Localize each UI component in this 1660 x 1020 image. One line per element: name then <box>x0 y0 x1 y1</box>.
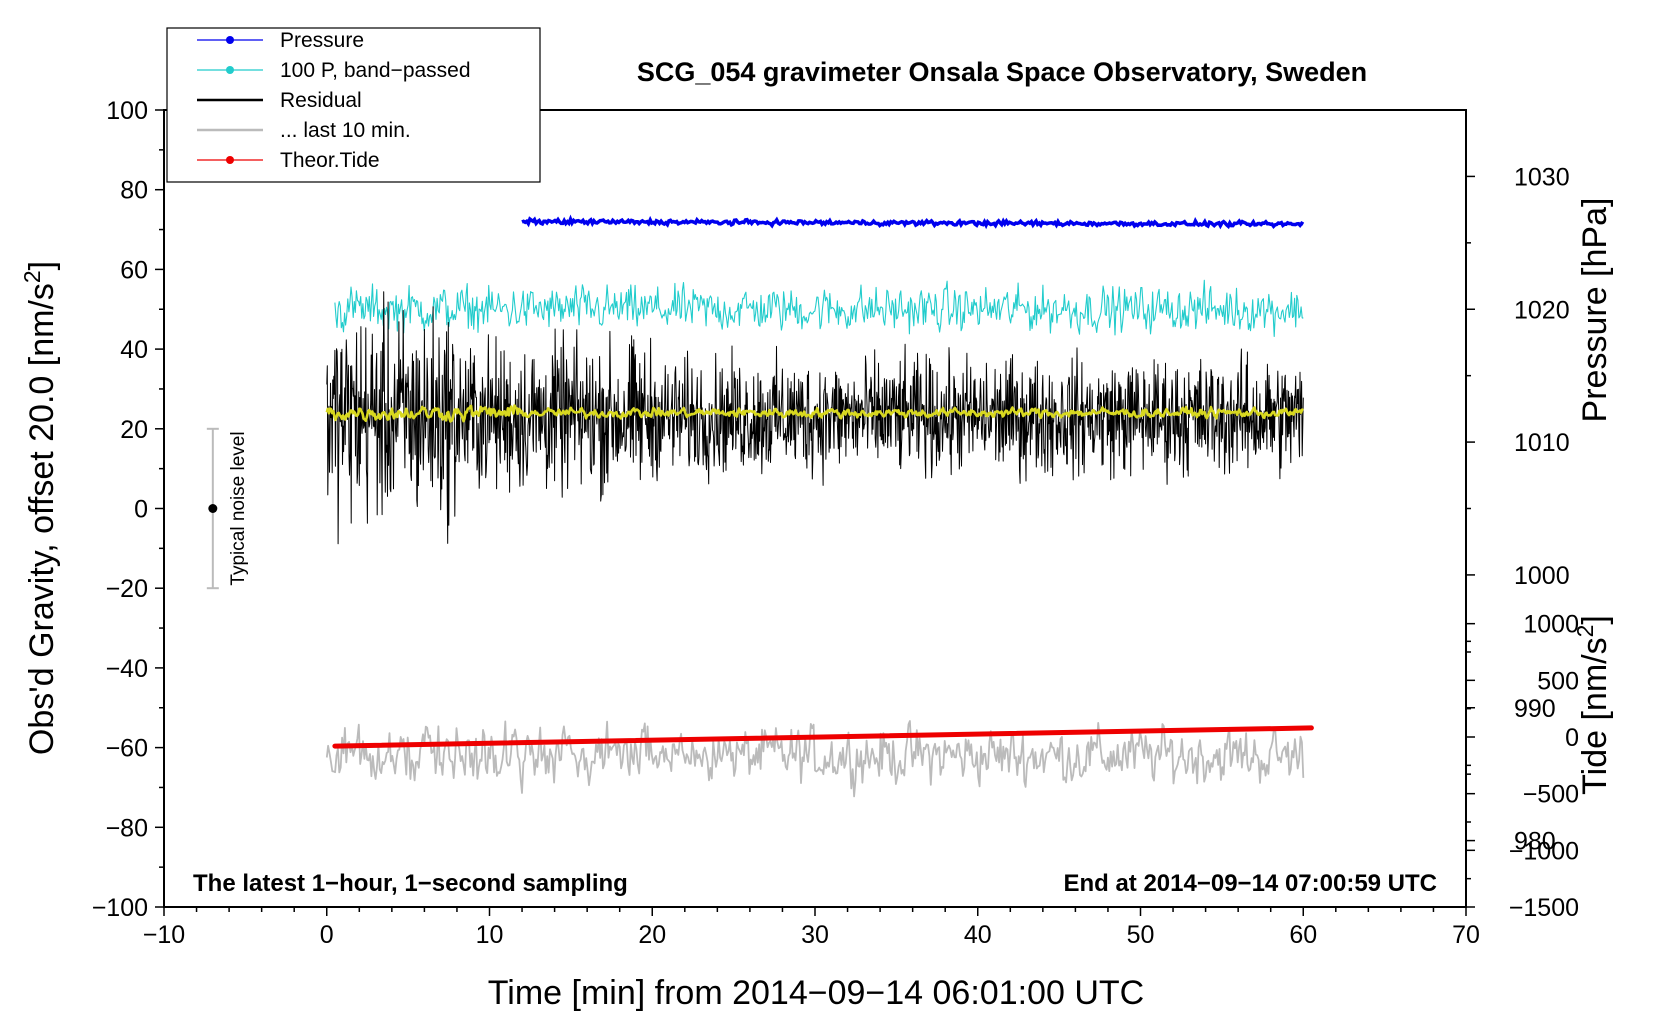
tide-tick-label: −500 <box>1523 781 1579 809</box>
tide-tick-label: −1000 <box>1509 837 1579 865</box>
axis-layer: −10 0 10 20 30 40 50 60 70−100−80−60−40−20020406… <box>92 97 1579 949</box>
noise-center-dot <box>208 504 218 513</box>
y-left-tick-label: 60 <box>120 256 148 284</box>
annotation-right: End at 2014−09−14 07:00:59 UTC <box>1063 870 1437 897</box>
y-left-tick-label: 100 <box>106 97 148 125</box>
y-axis-title-left-sup: 2 <box>19 270 45 283</box>
legend-label: ... last 10 min. <box>280 119 411 142</box>
plot-frame <box>163 109 1467 908</box>
x-tick-label: 30 <box>801 921 829 949</box>
y-axis-title-left: Obs'd Gravity, offset 20.0 [nm/s2] <box>19 261 61 755</box>
y-left-tick-label: −20 <box>106 575 148 603</box>
legend-label: 100 P, band−passed <box>280 59 471 82</box>
y-axis-title-pressure: Pressure [hPa] <box>1576 198 1614 423</box>
x-axis-title: Time [min] from 2014−09−14 06:01:00 UTC <box>488 974 1144 1012</box>
noise-level-indicator: Typical noise level <box>206 427 249 590</box>
legend-label: Pressure <box>280 29 364 52</box>
x-tick-label: 60 <box>1289 921 1317 949</box>
tide-tick-label: 1000 <box>1523 611 1579 639</box>
legend-marker <box>226 36 234 44</box>
pressure-tick-label: 1010 <box>1514 429 1570 457</box>
series--last-10-min- <box>325 720 1305 798</box>
tide-tick-label: −1500 <box>1509 894 1579 922</box>
y-left-tick-label: −80 <box>106 814 148 842</box>
noise-level-label: Typical noise level <box>228 431 249 585</box>
x-tick-label: 0 <box>320 921 334 949</box>
legend-marker <box>226 66 234 74</box>
y-left-tick-label: 0 <box>134 496 148 524</box>
y-left-tick-label: 80 <box>120 177 148 205</box>
pressure-tick-label: 980 <box>1514 828 1556 856</box>
y-axis-title-tide: Tide [nm/s2] <box>1572 615 1614 795</box>
tide-tick-label: 500 <box>1537 667 1579 695</box>
pressure-tick-label: 1020 <box>1514 296 1570 324</box>
y-left-tick-label: −60 <box>106 735 148 763</box>
legend-marker <box>226 156 234 164</box>
pressure-tick-label: 990 <box>1514 695 1556 723</box>
x-tick-label: 50 <box>1127 921 1155 949</box>
series-pressure <box>521 214 1305 230</box>
x-tick-label: 10 <box>476 921 504 949</box>
y-left-tick-label: 40 <box>120 336 148 364</box>
tide-tick-label: 0 <box>1565 724 1579 752</box>
pressure-tick-label: 1030 <box>1514 163 1570 191</box>
x-tick-label: −10 <box>143 921 185 949</box>
x-tick-label: 20 <box>638 921 666 949</box>
series-100-p-band-passed <box>334 279 1304 338</box>
series-theor-tide <box>332 725 1314 749</box>
annotation-left: The latest 1−hour, 1−second sampling <box>193 870 628 897</box>
series-residual-smoothed <box>325 404 1305 423</box>
y-left-tick-label: −40 <box>106 655 148 683</box>
y-left-tick-label: 20 <box>120 416 148 444</box>
pressure-tick-label: 1000 <box>1514 562 1570 590</box>
x-tick-label: 70 <box>1452 921 1480 949</box>
series-layer <box>325 214 1314 798</box>
x-tick-label: 40 <box>964 921 992 949</box>
y-left-tick-label: −100 <box>92 894 148 922</box>
chart-title: SCG_054 gravimeter Onsala Space Observat… <box>637 57 1367 87</box>
legend-label: Theor.Tide <box>280 149 380 172</box>
legend: Pressure 100 P, band−passed Residual ... la… <box>166 27 541 183</box>
legend-label: Residual <box>280 89 362 112</box>
y-axis-title-tide-sup: 2 <box>1572 625 1598 638</box>
